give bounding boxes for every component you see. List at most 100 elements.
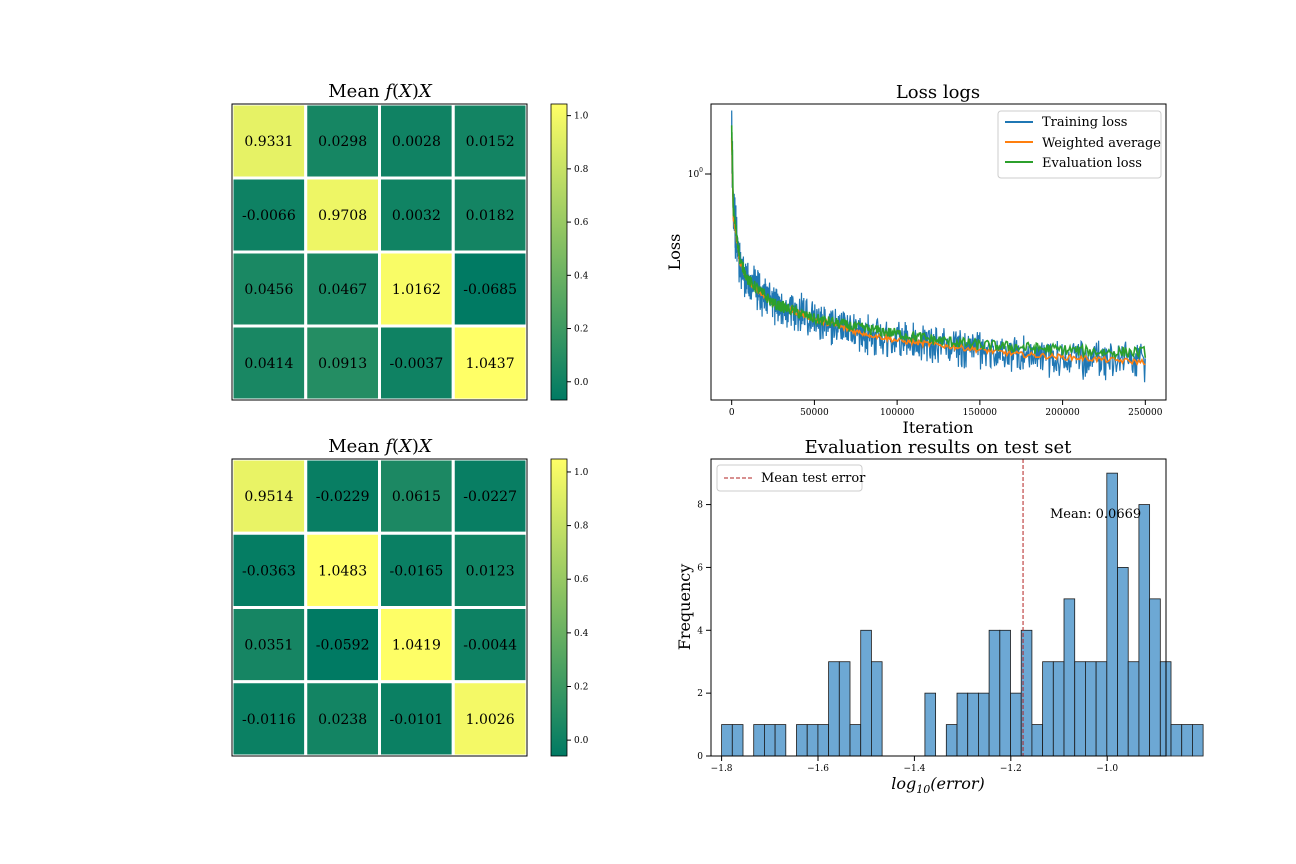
histogram-bar	[1192, 724, 1204, 757]
histogram-x-tick-label: −1.0	[1096, 764, 1118, 774]
heatmap-top-cell	[451, 176, 529, 254]
heatmap-bottom-cell-label: -0.0592	[316, 638, 370, 654]
histogram-bar	[817, 724, 830, 757]
histogram-title: Evaluation results on test set	[805, 437, 1072, 458]
heatmap-top-cell-label: 0.0182	[466, 208, 515, 224]
histogram-bar	[1138, 504, 1151, 757]
histogram-bar	[988, 629, 1001, 757]
loss-chart-title: Loss logs	[896, 82, 980, 103]
heatmap-bottom-frame	[231, 458, 528, 757]
heatmap-bottom-cell-label: -0.0116	[242, 712, 296, 728]
heatmap-bottom-colorbar-tick-label: 0.8	[574, 522, 589, 532]
heatmap-bottom-cell-label: 1.0483	[318, 563, 367, 579]
loss-x-tick-label: 200000	[1045, 408, 1080, 418]
heatmap-bottom-cell-label: 0.0615	[392, 489, 441, 505]
heatmap-top-cell-label: 0.0467	[318, 282, 367, 298]
loss-legend-box	[997, 110, 1162, 179]
heatmap-top-cell	[304, 324, 381, 402]
histogram-legend-box	[716, 464, 863, 492]
histogram-bar	[774, 724, 787, 757]
heatmap-bottom-cell	[230, 457, 308, 535]
loss-y-tick-label: 100	[688, 167, 703, 180]
heatmap-bottom-cell-label: 0.0123	[466, 563, 515, 579]
histogram-bar	[1085, 661, 1097, 757]
histogram-x-tick-label: −1.4	[903, 764, 925, 774]
heatmap-top-colorbar-bar	[550, 103, 568, 401]
histogram-bar	[1127, 661, 1140, 757]
heatmap-top-cell-label: 0.0913	[318, 356, 367, 372]
histogram-bar	[999, 629, 1011, 757]
heatmap-top-cell-label: 0.9331	[244, 134, 293, 150]
heatmap-top-cell-label: 0.0152	[466, 134, 515, 150]
histogram-bar	[731, 724, 744, 757]
legend-label-training: Training loss	[1042, 115, 1127, 130]
histogram-y-axis-label: Frequency	[675, 564, 694, 651]
histogram-y-tick-label: 8	[697, 501, 703, 511]
heatmap-top: Mean f(X)X 0.9331 0.0298 0.0028 0.0152 -0.00…	[230, 81, 529, 402]
colorbar-top: 0.0 0.2 0.4 0.6 0.8 1.0	[550, 103, 589, 401]
evaluation-loss-line	[730, 125, 1147, 361]
histogram-bar	[764, 724, 776, 757]
heatmap-bottom-colorbar-bar	[550, 458, 568, 757]
heatmap-bottom-cell-label: -0.0101	[390, 712, 444, 728]
loss-x-tick-label: 250000	[1128, 408, 1163, 418]
heatmap-bottom-colorbar-tick-label: 0.6	[574, 575, 589, 585]
histogram-frame	[710, 458, 1167, 757]
loss-chart-frame	[710, 103, 1167, 401]
legend-label-mean: Mean test error	[761, 471, 866, 486]
heatmap-bottom-cell-label: -0.0044	[463, 638, 517, 654]
heatmap-bottom-cell	[230, 606, 308, 684]
heatmap-bottom-cell-label: 1.0026	[466, 712, 515, 728]
histogram-chart: Evaluation results on test set Mean: 0.0…	[675, 437, 1204, 796]
heatmap-top-colorbar-tick-label: 0.6	[574, 218, 589, 228]
histogram-bar	[1074, 661, 1086, 757]
heatmap-bottom-cell	[451, 531, 529, 609]
histogram-bar	[753, 724, 765, 757]
histogram-bar	[1117, 567, 1129, 757]
heatmap-bottom-cell-label: 1.0419	[392, 638, 441, 654]
histogram-bar	[978, 692, 990, 757]
heatmap-bottom-cell-label: -0.0165	[390, 563, 444, 579]
histogram-y-tick-label: 4	[697, 626, 703, 636]
histogram-bar	[860, 629, 872, 757]
heatmap-top-cell	[304, 176, 381, 254]
loss-x-tick-label: 150000	[963, 408, 998, 418]
heatmap-top-cell	[451, 324, 529, 402]
histogram-bar	[721, 724, 733, 757]
heatmap-top-title: Mean f(X)X	[328, 81, 433, 102]
heatmap-top-cell-label: 0.0414	[244, 356, 293, 372]
loss-chart: Loss logs 0 50000 100000 150000 200000 250000…	[665, 82, 1167, 437]
heatmap-top-colorbar-tick-label: 0.4	[574, 271, 589, 281]
heatmap-top-cell	[304, 250, 381, 328]
heatmap-bottom-cell-label: -0.0229	[316, 489, 370, 505]
histogram-bar	[1052, 661, 1065, 757]
heatmap-top-colorbar-tick-label: 0.8	[574, 165, 589, 175]
heatmap-bottom-colorbar-tick-label: 1.0	[574, 468, 589, 478]
loss-y-axis-label: Loss	[665, 234, 684, 271]
histogram-bar	[849, 724, 862, 757]
histogram-x-tick-label: −1.8	[711, 764, 733, 774]
histogram-bar	[956, 692, 969, 757]
heatmap-top-cell-label: 1.0437	[466, 356, 515, 372]
loss-x-axis-label: Iteration	[903, 418, 974, 437]
histogram-bar	[1170, 724, 1183, 757]
heatmap-bottom-cell-label: 0.9514	[244, 489, 293, 505]
heatmap-bottom: Mean f(X)X 0.9514 -0.0229 0.0615 -0.0227 -0.…	[230, 436, 529, 758]
heatmap-bottom-title: Mean f(X)X	[328, 436, 433, 457]
heatmap-top-colorbar-tick-label: 1.0	[574, 112, 589, 122]
heatmap-top-cell-label: -0.0037	[390, 356, 444, 372]
histogram-y-tick-label: 2	[697, 689, 703, 699]
heatmap-top-cell-label: 0.9708	[318, 208, 367, 224]
heatmap-top-cell-label: 0.0456	[244, 282, 293, 298]
histogram-bar	[806, 724, 819, 757]
histogram-y-tick-label: 0	[697, 752, 703, 762]
histogram-bar	[1042, 661, 1054, 757]
heatmap-bottom-colorbar-tick-label: 0.4	[574, 629, 589, 639]
loss-x-tick-label: 50000	[800, 408, 829, 418]
histogram-bar	[1095, 661, 1108, 757]
heatmap-top-cell-label: 1.0162	[392, 282, 441, 298]
histogram-legend: Mean test error	[716, 464, 866, 492]
histogram-bar	[871, 661, 883, 757]
histogram-bar	[1063, 598, 1076, 757]
heatmap-bottom-cell-label: 0.0238	[318, 712, 367, 728]
